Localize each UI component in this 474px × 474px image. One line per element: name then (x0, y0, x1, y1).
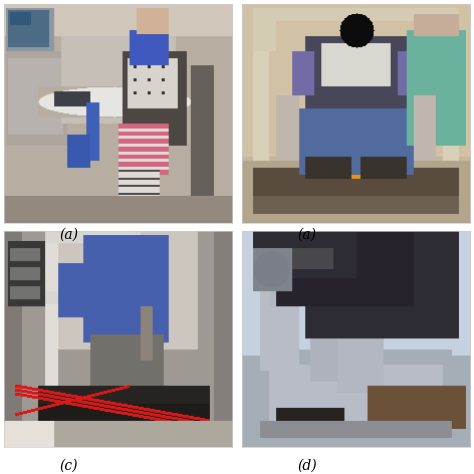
Text: (c): (c) (59, 458, 78, 473)
Text: (a): (a) (298, 228, 317, 242)
Text: (a): (a) (59, 228, 78, 242)
Text: (d): (d) (297, 458, 317, 473)
